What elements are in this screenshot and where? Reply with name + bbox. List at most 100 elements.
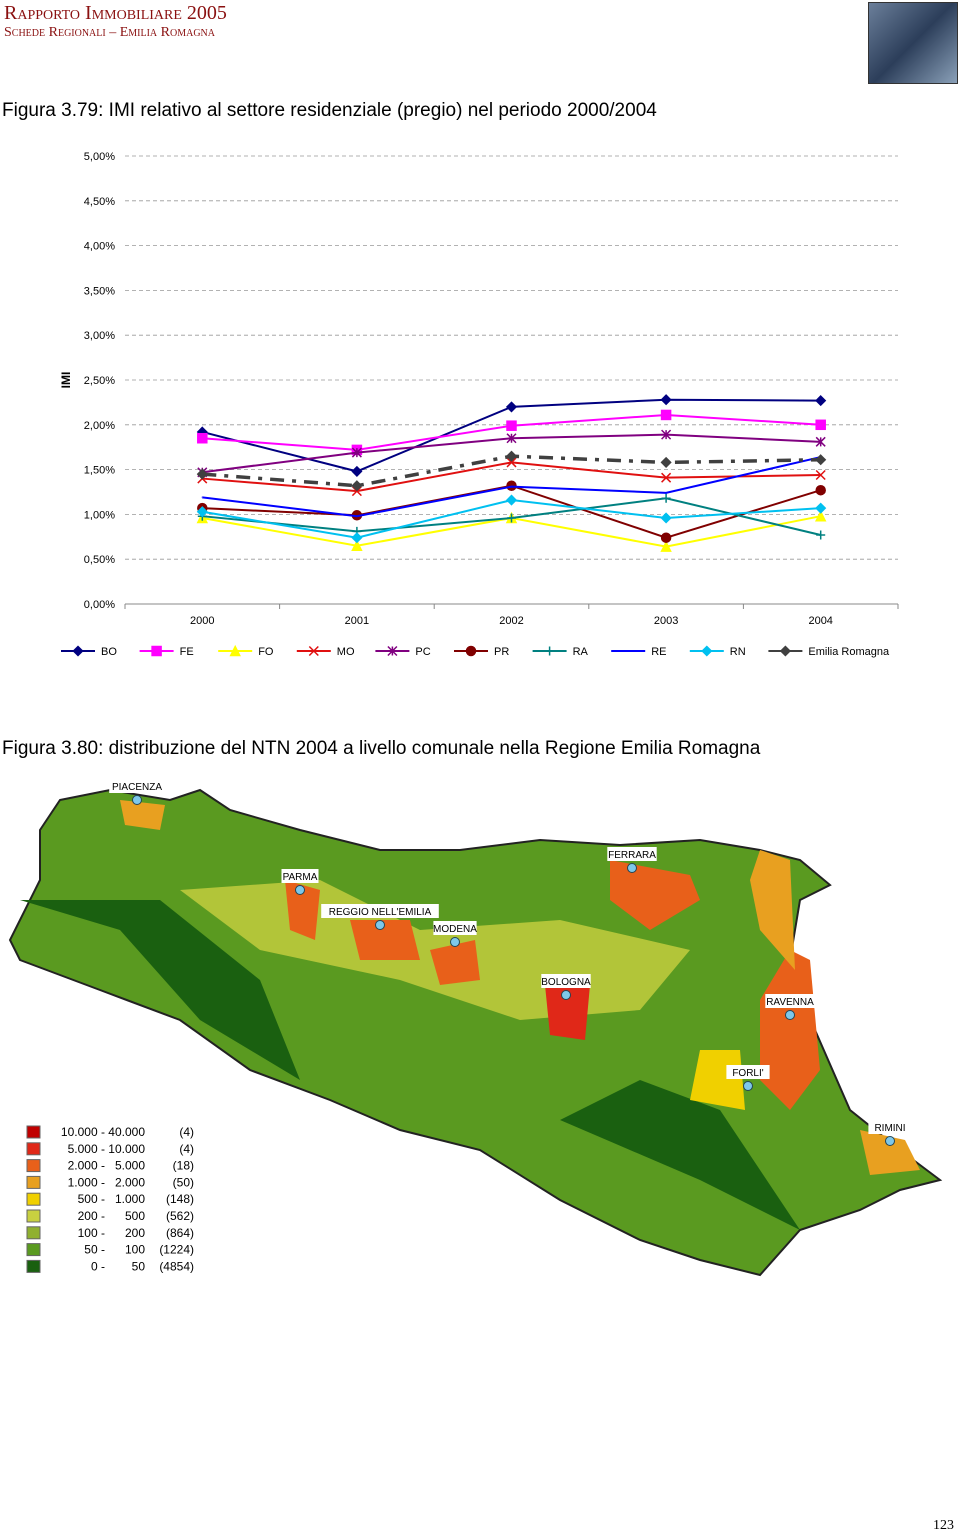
legend-count: (4) bbox=[179, 1142, 194, 1156]
y-tick-label: 1,50% bbox=[84, 465, 115, 477]
city-label: RIMINI bbox=[874, 1123, 905, 1134]
logo bbox=[868, 2, 958, 84]
city-label-box bbox=[868, 1120, 912, 1134]
marker bbox=[465, 645, 477, 657]
area bbox=[545, 985, 590, 1040]
area bbox=[690, 1050, 745, 1110]
marker bbox=[815, 419, 826, 431]
legend-label: FO bbox=[258, 646, 274, 658]
marker bbox=[72, 645, 84, 657]
marker bbox=[351, 447, 362, 458]
legend-label: MO bbox=[337, 646, 355, 658]
legend-count: (562) bbox=[166, 1209, 194, 1223]
area bbox=[610, 860, 700, 930]
marker bbox=[815, 502, 827, 514]
city-marker bbox=[627, 863, 637, 873]
legend-swatch bbox=[26, 1175, 41, 1189]
city-label: FORLI' bbox=[732, 1068, 763, 1079]
marker bbox=[660, 456, 672, 468]
legend-count: (4854) bbox=[159, 1259, 194, 1273]
marker bbox=[660, 409, 672, 421]
area bbox=[285, 880, 320, 940]
y-tick-label: 2,00% bbox=[84, 420, 115, 432]
marker bbox=[506, 457, 517, 468]
marker bbox=[815, 436, 826, 447]
legend-range: 2.000 - 5.000 bbox=[68, 1159, 146, 1173]
x-tick-label: 2004 bbox=[808, 615, 832, 627]
city-label: MODENA bbox=[433, 924, 477, 935]
marker bbox=[661, 472, 672, 483]
marker bbox=[661, 493, 671, 503]
city-marker bbox=[561, 990, 571, 1000]
marker bbox=[815, 469, 826, 481]
y-tick-label: 2,50% bbox=[84, 375, 115, 387]
y-tick-label: 4,00% bbox=[84, 241, 115, 253]
city-label-box bbox=[765, 994, 815, 1008]
legend-range: 500 - 1.000 bbox=[78, 1192, 146, 1206]
legend-swatch bbox=[26, 1159, 41, 1173]
marker bbox=[814, 510, 827, 522]
y-tick-label: 1,00% bbox=[84, 509, 115, 521]
city-label-box bbox=[541, 974, 591, 988]
marker bbox=[229, 644, 241, 657]
city-label-box bbox=[607, 847, 657, 861]
series-line bbox=[202, 484, 821, 539]
y-tick-label: 3,00% bbox=[84, 330, 115, 342]
figure-caption: Figura 3.80: distribuzione del NTN 2004 … bbox=[2, 738, 761, 759]
area bbox=[350, 920, 420, 960]
marker bbox=[815, 454, 827, 466]
header-subtitle: Schede Regionali – Emilia Romagna bbox=[4, 25, 215, 40]
marker bbox=[505, 401, 518, 413]
city-marker bbox=[450, 937, 460, 947]
marker bbox=[151, 645, 162, 657]
legend-count: (1224) bbox=[159, 1243, 194, 1257]
legend-range: 50 - 100 bbox=[84, 1243, 145, 1257]
city-marker bbox=[785, 1010, 795, 1020]
city-label-box bbox=[281, 869, 319, 883]
legend-swatch bbox=[26, 1125, 41, 1139]
legend-swatch bbox=[26, 1192, 41, 1206]
city-label-box bbox=[321, 904, 439, 918]
marker bbox=[779, 645, 791, 657]
marker bbox=[660, 512, 672, 524]
marker bbox=[701, 645, 713, 657]
city-marker bbox=[885, 1136, 895, 1146]
city-marker bbox=[295, 885, 305, 895]
marker bbox=[351, 480, 363, 492]
legend-range: 200 - 500 bbox=[78, 1209, 146, 1223]
y-axis-label: IMI bbox=[59, 372, 73, 389]
city-label: PARMA bbox=[283, 872, 318, 883]
marker bbox=[815, 395, 827, 407]
area bbox=[750, 850, 795, 970]
legend-label: Emilia Romagna bbox=[808, 646, 890, 658]
figure-caption: Figura 3.79: IMI relativo al settore res… bbox=[2, 100, 657, 121]
city-marker bbox=[132, 795, 142, 805]
legend-label: RA bbox=[573, 646, 589, 658]
city-label: BOLOGNA bbox=[541, 977, 591, 988]
legend-swatch bbox=[26, 1259, 41, 1273]
legend-range: 10.000 - 40.000 bbox=[61, 1125, 145, 1139]
marker bbox=[308, 645, 319, 657]
city-label-box bbox=[726, 1065, 770, 1079]
area bbox=[860, 1130, 920, 1175]
marker bbox=[196, 468, 208, 480]
legend-count: (148) bbox=[166, 1192, 194, 1206]
legend-swatch bbox=[26, 1142, 41, 1156]
marker bbox=[506, 433, 517, 444]
area bbox=[20, 900, 300, 1080]
x-tick-label: 2000 bbox=[190, 615, 214, 627]
marker bbox=[507, 513, 516, 523]
x-tick-label: 2001 bbox=[345, 615, 369, 627]
y-tick-label: 4,50% bbox=[84, 196, 115, 208]
marker bbox=[506, 420, 517, 431]
legend-label: RE bbox=[651, 646, 666, 658]
legend-range: 1.000 - 2.000 bbox=[68, 1175, 146, 1189]
legend-count: (864) bbox=[166, 1226, 194, 1240]
marker bbox=[505, 450, 518, 462]
y-tick-label: 3,50% bbox=[84, 285, 115, 297]
marker bbox=[351, 532, 363, 544]
city-label: REGGIO NELL'EMILIA bbox=[329, 907, 432, 918]
legend-swatch bbox=[26, 1243, 41, 1257]
